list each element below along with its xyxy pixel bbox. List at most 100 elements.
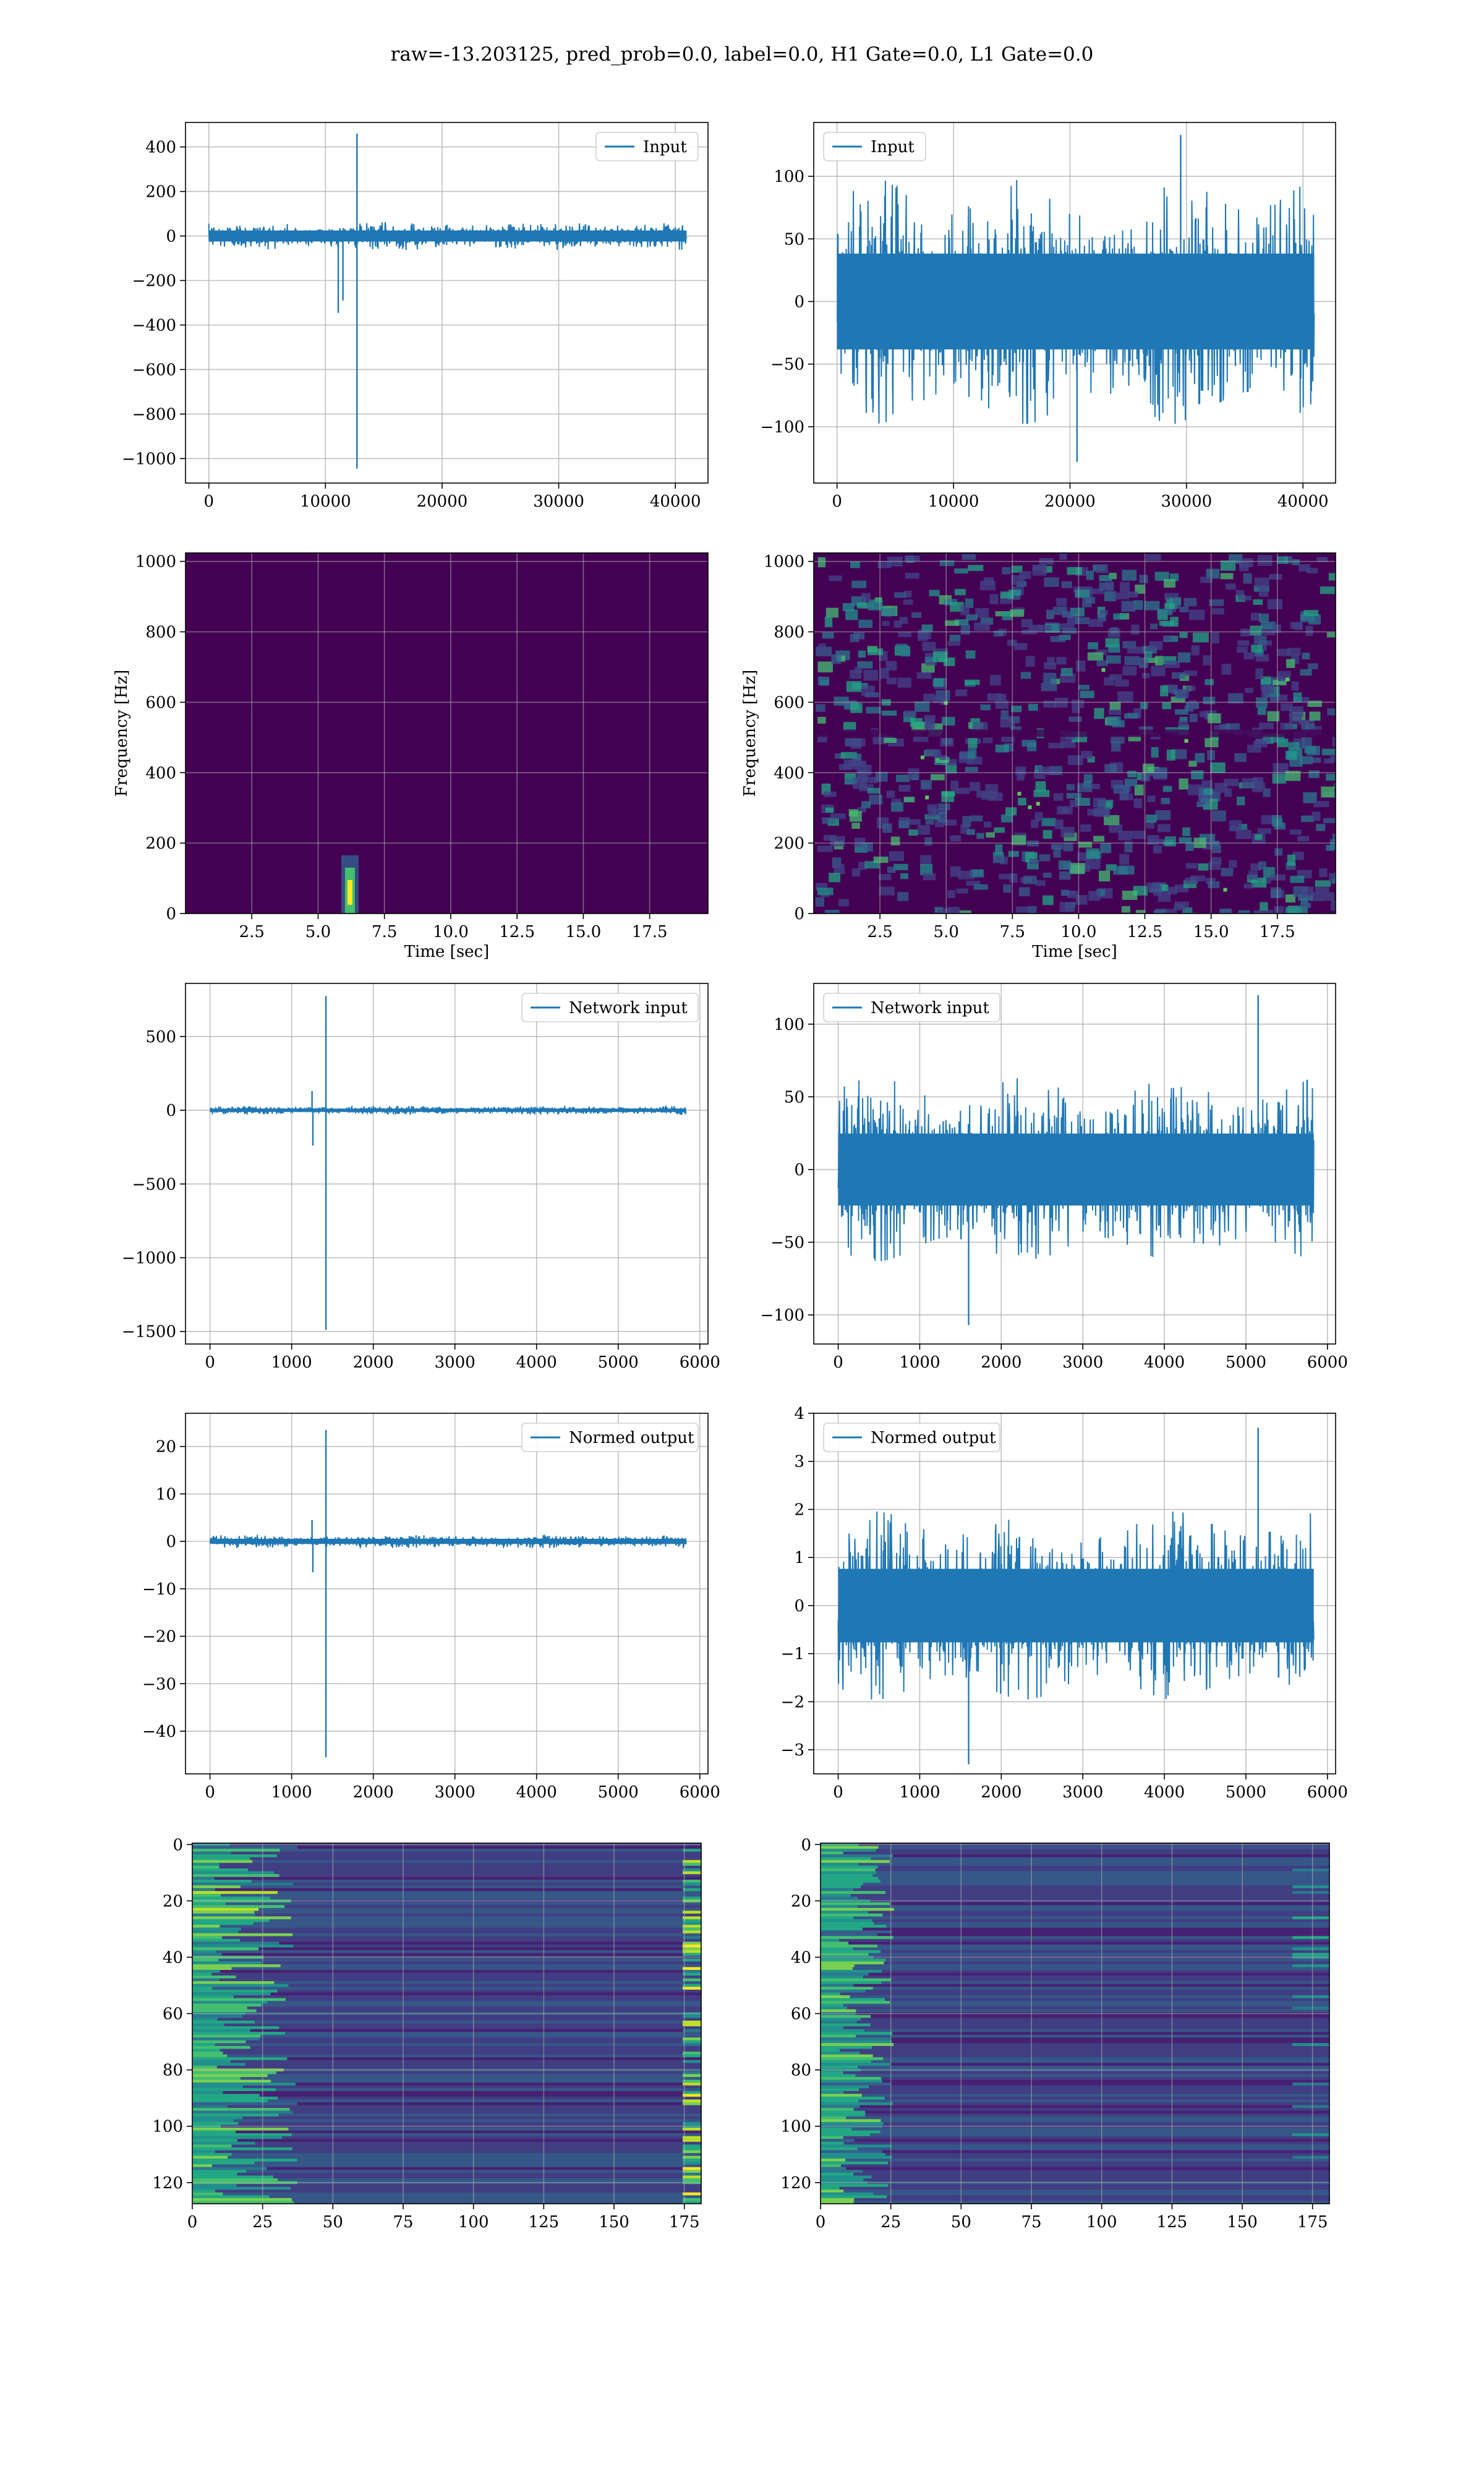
spectrogram-speckle	[861, 842, 873, 852]
feature-row	[821, 2074, 1329, 2078]
spectrogram-speckle	[893, 863, 908, 870]
x-tick-label: 2000	[353, 1783, 394, 1802]
spectrogram-speckle	[1239, 558, 1253, 567]
feature-row-edge-right	[683, 2023, 701, 2027]
spectrogram-speckle	[1261, 687, 1270, 698]
spectrogram-speckle	[1094, 708, 1104, 719]
spectrogram-speckle	[1206, 568, 1220, 579]
spectrogram-speckle	[1106, 655, 1121, 664]
spectrogram-peak	[1286, 677, 1290, 682]
spectrogram-speckle	[1127, 771, 1137, 778]
spectrogram-speckle	[1058, 860, 1072, 870]
y-tick-label: 100	[780, 2118, 811, 2136]
spectrogram-speckle	[976, 833, 984, 839]
feature-row-edge	[192, 2130, 236, 2134]
spectrogram-speckle	[1303, 610, 1319, 616]
feature-row-edge	[821, 1981, 882, 1985]
spectrogram-speckle	[898, 820, 909, 829]
feature-row	[821, 2032, 1329, 2035]
feature-row	[821, 2105, 1329, 2108]
feature-row	[821, 2060, 1329, 2063]
feature-row-edge	[821, 2170, 863, 2173]
spectrogram-speckle	[1243, 573, 1252, 584]
feature-row-edge	[821, 1998, 885, 2001]
feature-row	[821, 1871, 1329, 1875]
spectrogram-speckle	[932, 678, 944, 687]
feature-row	[821, 1992, 1329, 1996]
spectrogram-speckle	[992, 856, 1004, 863]
feature-row-edge	[192, 2023, 224, 2027]
spectrogram-speckle	[818, 643, 826, 652]
spectrogram-speckle	[1157, 824, 1171, 833]
spectrogram-speckle	[1072, 700, 1085, 708]
spectrogram-speckle	[898, 784, 911, 792]
spectrogram-speckle	[1162, 621, 1171, 627]
spectrogram-speckle	[1147, 835, 1159, 845]
spectrogram-speckle	[843, 759, 859, 770]
feature-row	[192, 2155, 701, 2159]
feature-row	[821, 2063, 1329, 2066]
spectrogram-speckle	[1131, 624, 1140, 635]
spectrogram-speckle	[1135, 910, 1146, 914]
spectrogram-speckle	[1243, 652, 1255, 660]
spectrogram-speckle	[1012, 835, 1026, 845]
spectrogram-speckle	[1290, 875, 1305, 883]
feature-row-edge	[192, 1885, 241, 1889]
spectrogram-speckle	[1271, 815, 1282, 824]
feature-row-edge	[821, 2096, 885, 2100]
spectrogram-speckle	[1119, 854, 1130, 865]
y-tick-label: −50	[770, 1233, 804, 1252]
feature-row	[821, 2110, 1329, 2114]
feature-row	[821, 2043, 1329, 2047]
feature-row-edge	[821, 2048, 840, 2052]
spectrogram-speckle	[1203, 655, 1211, 666]
spectrogram-speckle	[1332, 736, 1336, 747]
feature-row	[821, 2091, 1329, 2094]
spectrogram-speckle	[1235, 589, 1245, 596]
spectrogram-speckle	[851, 823, 860, 829]
spectrogram-speckle	[1269, 695, 1279, 702]
feature-row	[821, 2029, 1329, 2032]
panel-input-l1: 0 10000 20000 30000 40000 100 50 0 −50 −100 Input	[761, 122, 1336, 511]
feature-row	[192, 2189, 701, 2193]
feature-row-edge	[192, 1961, 262, 1965]
x-tick-label: 12.5	[499, 923, 535, 941]
spectrogram-speckle	[1259, 614, 1269, 622]
feature-row-edge-right	[683, 2079, 701, 2083]
spectrogram-speckle	[945, 763, 957, 774]
feature-row	[821, 2085, 1329, 2089]
x-tick-label: 7.5	[372, 923, 397, 941]
feature-row-edge	[821, 2032, 893, 2035]
feature-row-edge	[192, 1913, 255, 1917]
feature-row-edge-right	[683, 1925, 701, 1928]
feature-row	[821, 2034, 1329, 2038]
spectrogram-speckle	[1178, 720, 1188, 727]
feature-row-edge	[821, 1969, 882, 1974]
spectrogram-speckle	[1301, 737, 1312, 748]
spectrogram-speckle	[1106, 864, 1117, 871]
feature-row-edge	[192, 1919, 270, 1923]
feature-row	[192, 1941, 701, 1945]
feature-row-edge	[192, 2037, 260, 2041]
spectrogram-speckle	[1238, 910, 1250, 914]
y-tick-label: 200	[145, 183, 176, 202]
feature-row	[821, 1944, 1329, 1948]
x-tick-label: 5.0	[934, 923, 959, 941]
spectrogram-speckle	[1248, 871, 1258, 880]
feature-row-edge	[821, 2110, 866, 2114]
x-tick-label: 15.0	[565, 923, 601, 941]
spectrogram-speckle	[1029, 858, 1038, 864]
feature-row-edge	[192, 2113, 279, 2117]
figure-title: raw=-13.203125, pred_prob=0.0, label=0.0…	[391, 43, 1094, 66]
spectrogram-speckle	[1011, 575, 1025, 585]
feature-row	[192, 2136, 701, 2139]
y-tick-label: 10	[156, 1485, 176, 1504]
spectrogram-speckle	[1047, 657, 1055, 666]
feature-row-edge	[192, 2001, 268, 2005]
spectrogram-speckle	[1109, 701, 1121, 711]
spectrogram-speckle	[1161, 909, 1177, 914]
spectrogram-speckle	[1261, 815, 1274, 824]
spectrogram-speckle	[1301, 886, 1314, 897]
feature-row-edge	[192, 2063, 245, 2066]
y-tick-label: 400	[145, 764, 176, 782]
